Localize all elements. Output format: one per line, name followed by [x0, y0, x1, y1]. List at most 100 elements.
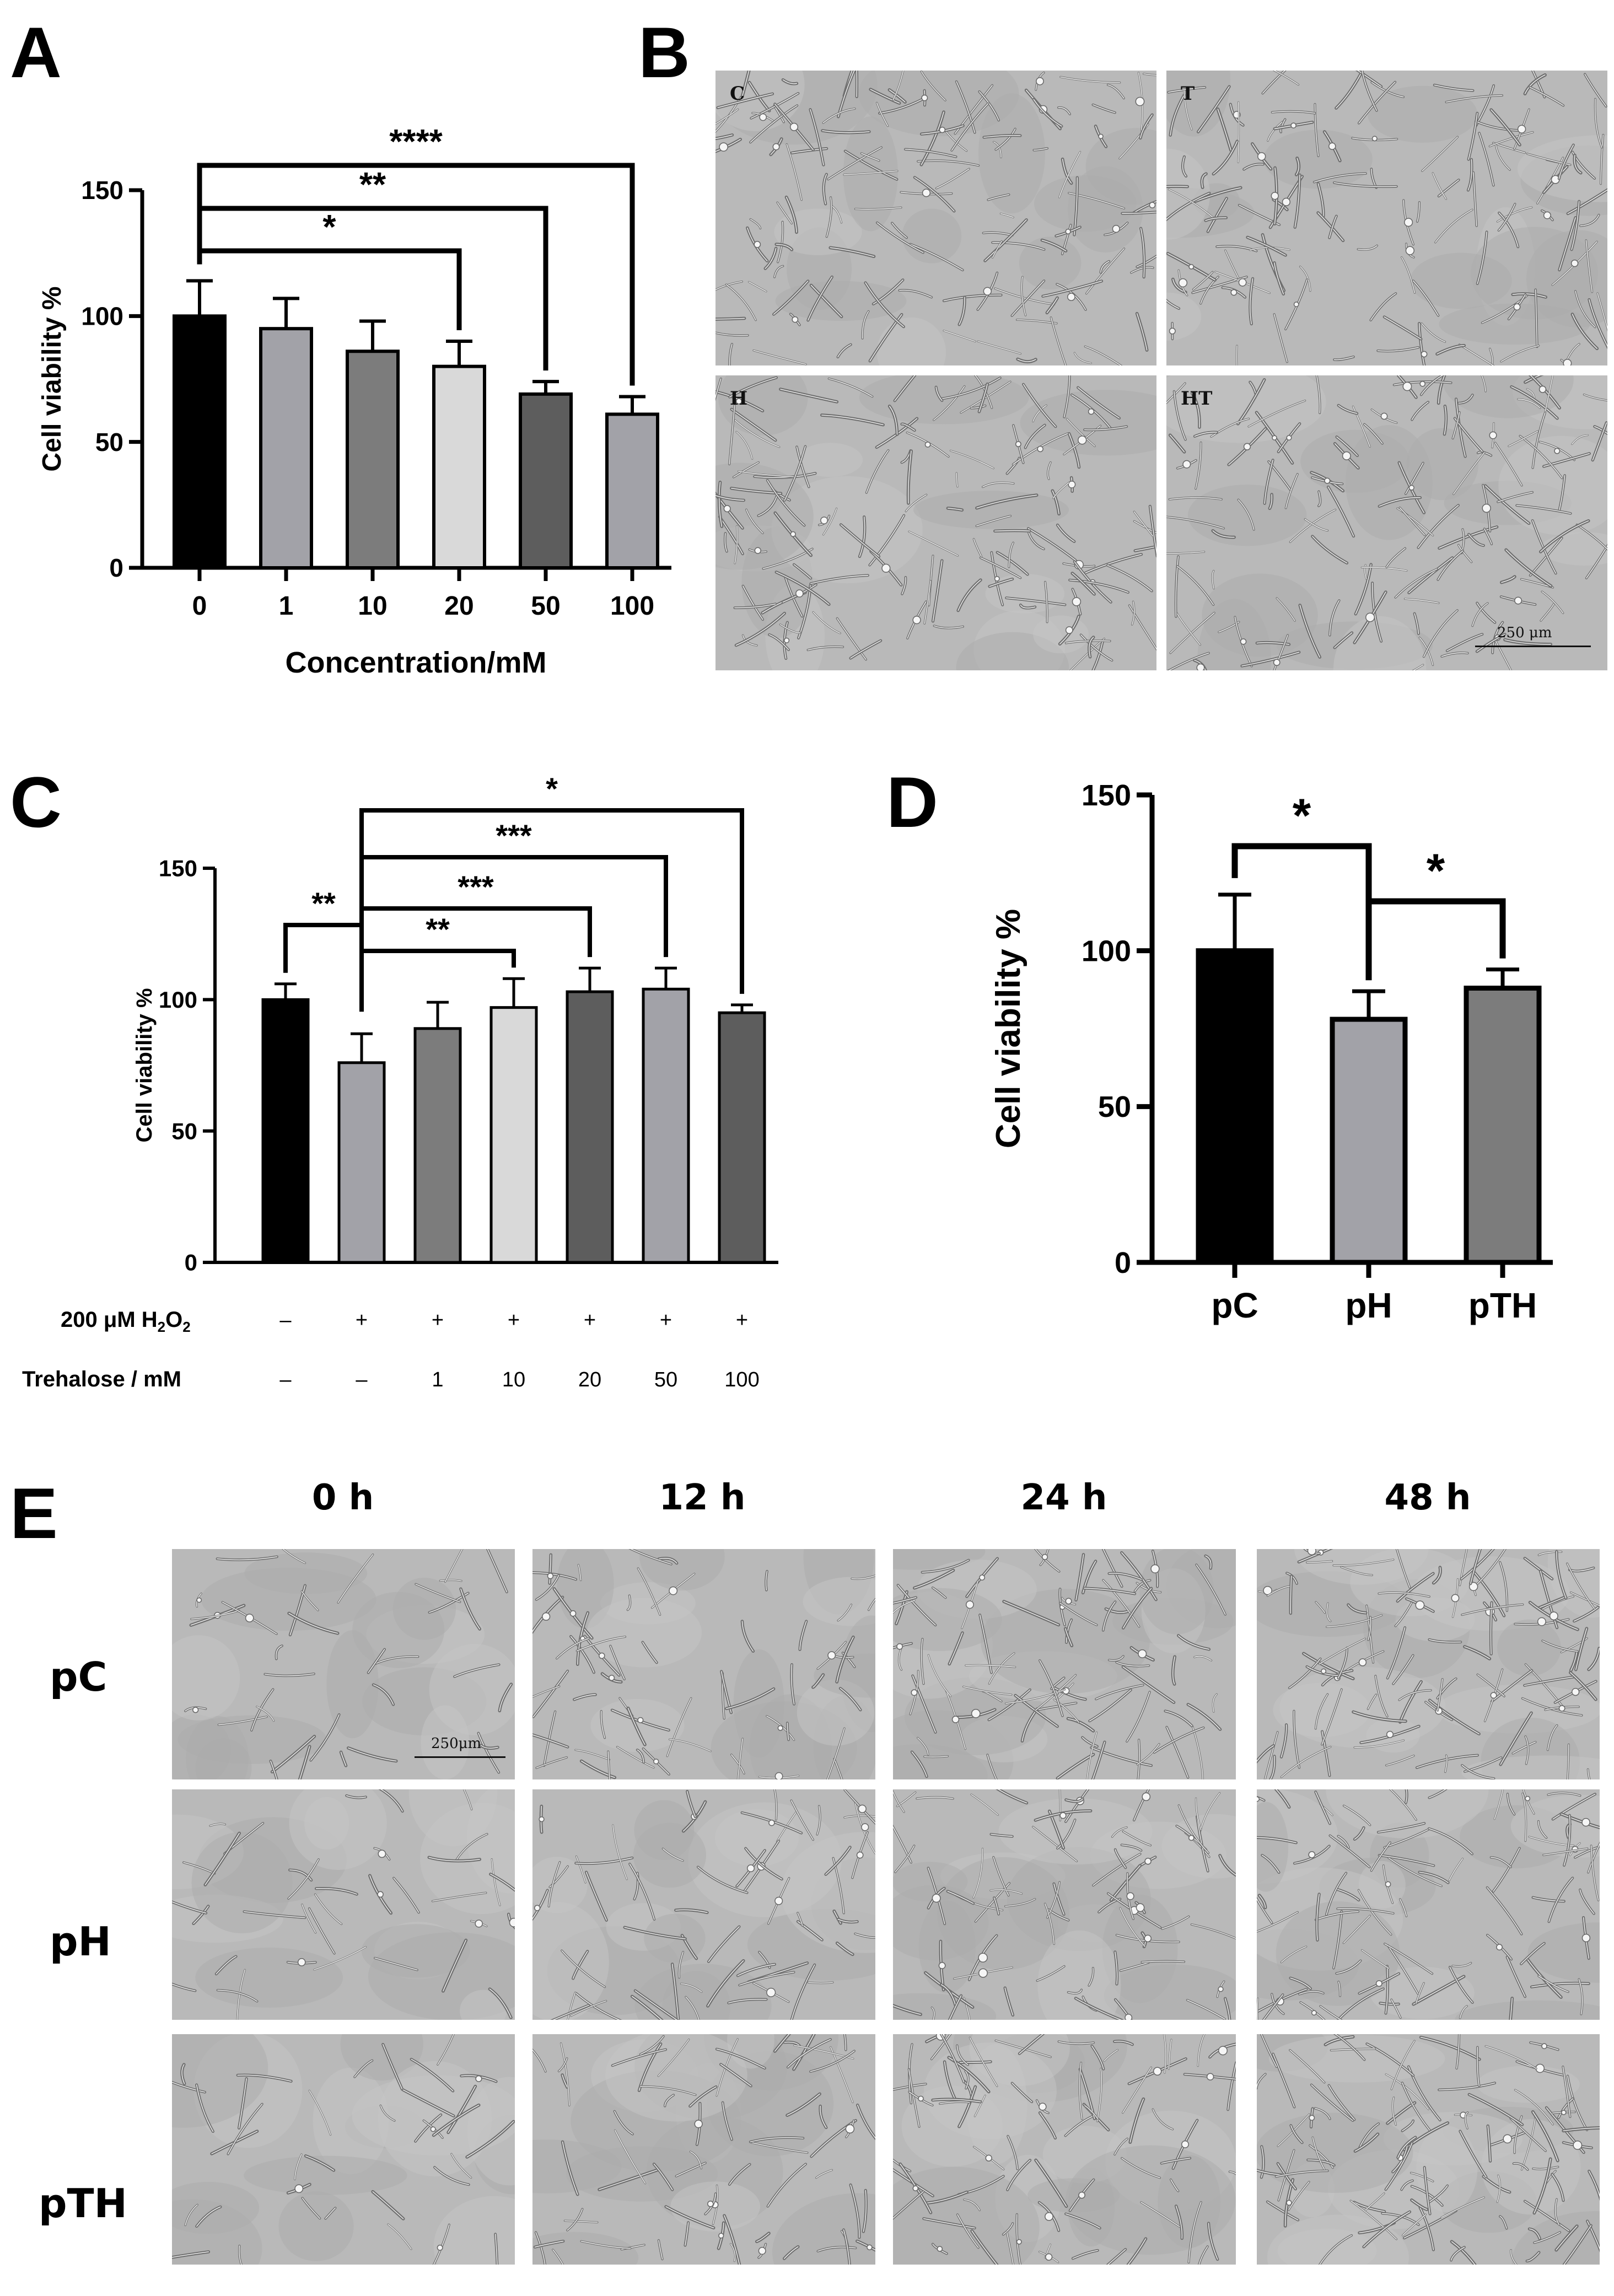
- cell-edge: [980, 557, 1021, 578]
- cell-edge: [1286, 1572, 1298, 1584]
- cell-edge: [969, 2037, 998, 2087]
- cell-edge: [1270, 1756, 1275, 1779]
- cell-edge: [607, 1751, 610, 1779]
- cell-edge: [1395, 568, 1438, 598]
- cell-edge: [1109, 1573, 1142, 1580]
- x-tick-label: pTH: [1468, 1286, 1537, 1325]
- cell-edge: [536, 1574, 559, 1600]
- cell-edge: [1464, 1646, 1490, 1659]
- cell-texture: [172, 1549, 515, 1779]
- cell-edge: [480, 1745, 498, 1749]
- cell-edge: [1435, 209, 1473, 243]
- cell-edge: [1207, 198, 1227, 232]
- cell-edge: [1437, 1679, 1443, 1711]
- cell-texture: [1166, 71, 1607, 365]
- cell-edge: [1121, 1845, 1142, 1851]
- cell-edge: [1384, 316, 1422, 340]
- shading: [1102, 1894, 1178, 2003]
- cell-edge: [1386, 548, 1406, 568]
- cell-edge: [1068, 192, 1125, 209]
- y-tick-label: 150: [1082, 779, 1131, 812]
- bar: [566, 990, 614, 1264]
- cell-edge: [1403, 2210, 1457, 2239]
- round-cell: [1541, 2043, 1547, 2050]
- cell-edge: [1316, 1894, 1320, 1941]
- cell-edge: [548, 1862, 561, 1907]
- significance-label: ***: [496, 818, 532, 853]
- cell-edge: [309, 2090, 331, 2136]
- cell-edge: [1325, 2036, 1354, 2045]
- round-cell: [1188, 264, 1195, 270]
- cell-edge: [1595, 98, 1602, 148]
- cell-edge: [1163, 2034, 1166, 2073]
- cell-edge: [869, 314, 902, 362]
- cell-edge: [840, 1688, 861, 1711]
- round-cell: [1490, 1692, 1497, 1699]
- cell-edge: [737, 1738, 743, 1779]
- cell-edge: [724, 533, 728, 552]
- cell-edge: [1405, 463, 1424, 494]
- round-cell: [1513, 303, 1521, 311]
- cell-edge: [1413, 664, 1424, 670]
- shading: [1416, 2126, 1478, 2213]
- scale-bar-label: 250 μm: [1497, 625, 1552, 641]
- cell-edge: [1299, 605, 1320, 658]
- cell-edge: [745, 1848, 783, 1880]
- round-cell: [1238, 278, 1247, 287]
- shading: [978, 93, 1045, 214]
- cell-edge: [1154, 1727, 1204, 1753]
- cell-edge: [779, 624, 801, 633]
- cell-edge: [402, 2089, 454, 2117]
- cell-edge: [354, 2060, 373, 2078]
- cell-edge: [1379, 1854, 1434, 1866]
- cell-edge: [854, 1933, 875, 1938]
- cell-edge: [843, 170, 898, 175]
- cell-edge: [1397, 508, 1434, 536]
- cell-edge: [1109, 1655, 1124, 1661]
- cell-edge: [1075, 1554, 1084, 1601]
- cell-edge: [737, 1964, 776, 1976]
- cell-edge: [971, 2230, 998, 2265]
- cell-edge: [1412, 280, 1439, 316]
- cell-edge: [244, 1911, 305, 1918]
- y-axis-label: Cell viability %: [989, 909, 1027, 1148]
- cell-edge: [1538, 1821, 1547, 1838]
- cell-edge: [1574, 1846, 1600, 1858]
- cell-edge: [1243, 163, 1264, 170]
- cell-edge: [662, 1848, 684, 1862]
- cell-edge: [1217, 109, 1231, 151]
- cell-edge: [1583, 394, 1607, 401]
- cell-edge: [774, 1789, 777, 1820]
- cell-edge: [599, 2169, 659, 2190]
- shading: [1202, 573, 1318, 657]
- cell-edge: [1484, 528, 1492, 545]
- round-cell: [790, 531, 796, 537]
- shading: [1300, 429, 1410, 493]
- cell-edge: [627, 1595, 631, 1611]
- cell-edge: [624, 1927, 686, 1939]
- cell-edge: [1166, 300, 1180, 309]
- cell-edge: [1115, 1849, 1126, 1868]
- cell-edge: [1017, 358, 1036, 362]
- cell-edge: [1483, 2176, 1510, 2193]
- cell-edge: [1537, 1596, 1566, 1609]
- cell-edge: [1175, 2206, 1183, 2239]
- cell-edge: [730, 2243, 736, 2262]
- cell-edge: [978, 383, 988, 412]
- cell-edge: [185, 2204, 198, 2226]
- cell-edge: [1367, 1694, 1377, 1709]
- cell-edge: [1072, 2250, 1099, 2259]
- cell-edge: [1314, 173, 1366, 183]
- cell-edge: [217, 1556, 278, 1561]
- round-cell: [845, 2124, 855, 2134]
- cell-edge: [746, 509, 763, 534]
- cell-edge: [1102, 1579, 1140, 1627]
- cell-edge: [1498, 212, 1519, 248]
- y-axis-label: Cell viability %: [37, 286, 67, 471]
- shading: [172, 1635, 240, 1720]
- cell-edge: [983, 232, 1013, 236]
- cell-edge: [1588, 1843, 1600, 1873]
- cell-edge: [912, 1675, 936, 1733]
- cell-edge: [1212, 530, 1235, 538]
- cell-edge: [1532, 1897, 1565, 1902]
